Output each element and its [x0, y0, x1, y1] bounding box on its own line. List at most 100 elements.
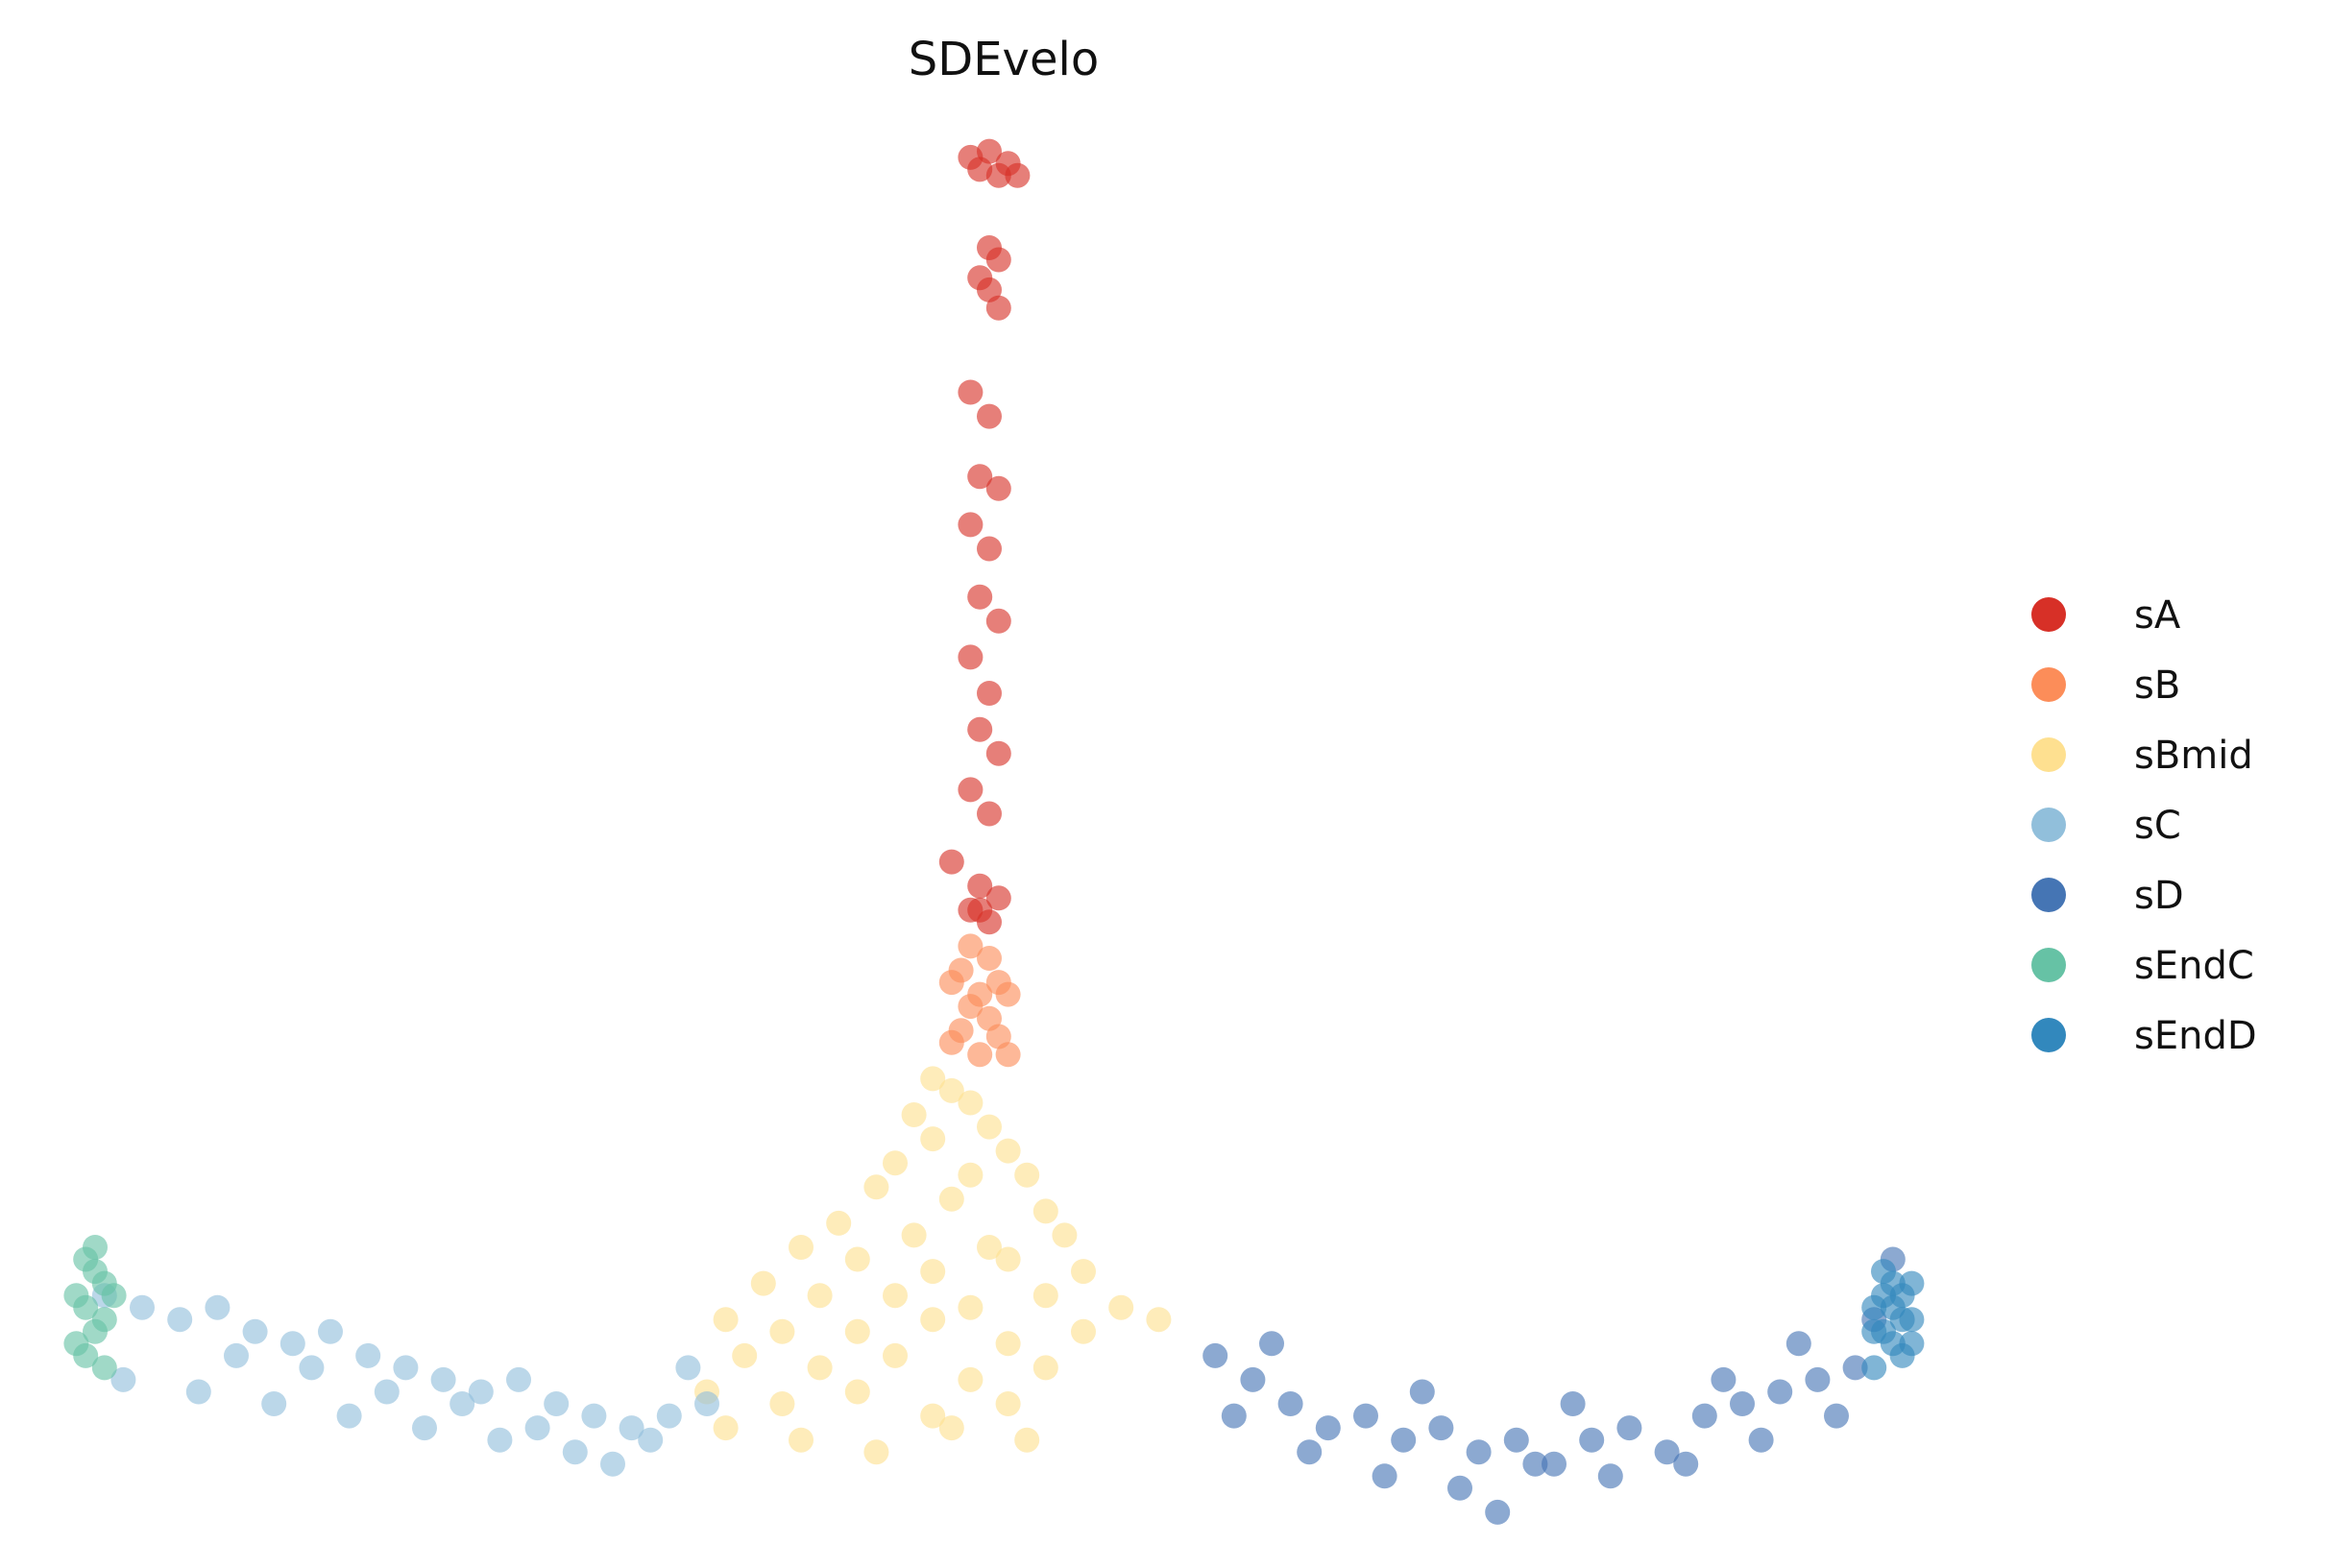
point-sBmid-17 — [789, 1235, 814, 1260]
point-sA-18 — [985, 608, 1011, 634]
point-sC-2 — [167, 1307, 193, 1333]
point-sBmid-47 — [863, 1439, 889, 1465]
point-sBmid-33 — [1071, 1318, 1096, 1344]
point-sC-28 — [524, 1415, 550, 1441]
point-sBmid-7 — [883, 1150, 908, 1176]
point-sD-21 — [1447, 1475, 1472, 1501]
point-sD-9 — [1542, 1451, 1567, 1477]
point-sA-15 — [958, 512, 984, 538]
point-sC-3 — [205, 1294, 231, 1320]
point-sBmid-34 — [1146, 1307, 1172, 1333]
legend-marker-sD — [2031, 878, 2066, 912]
legend-marker-sEndC — [2031, 948, 2066, 982]
point-sD-22 — [1522, 1451, 1548, 1477]
point-sC-21 — [487, 1427, 513, 1453]
point-sD-34 — [1485, 1499, 1511, 1525]
point-sBmid-24 — [883, 1283, 908, 1309]
point-sBmid-20 — [995, 1246, 1021, 1272]
legend-label-sEndD: sEndD — [2134, 1014, 2257, 1058]
point-sC-8 — [393, 1355, 419, 1381]
point-sA-27 — [985, 885, 1011, 911]
point-sA-4 — [958, 144, 984, 170]
point-sBmid-37 — [883, 1342, 908, 1368]
point-sD-0 — [1202, 1342, 1228, 1368]
point-sEndC-9 — [91, 1355, 117, 1381]
point-sBmid-13 — [826, 1210, 852, 1236]
point-sC-6 — [318, 1318, 343, 1344]
point-sC-16 — [110, 1366, 136, 1392]
point-sD-5 — [1391, 1427, 1417, 1453]
point-sB-13 — [995, 1042, 1021, 1068]
point-sD-16 — [1805, 1366, 1831, 1392]
point-sBmid-36 — [807, 1355, 833, 1381]
legend-label-sC: sC — [2134, 804, 2181, 848]
legend-label-sB: sB — [2134, 663, 2180, 708]
point-sD-30 — [1711, 1366, 1737, 1392]
point-sA-20 — [977, 681, 1002, 706]
point-sA-11 — [958, 379, 984, 405]
point-sBmid-42 — [844, 1379, 870, 1405]
point-sA-24 — [977, 801, 1002, 827]
point-sBmid-12 — [1032, 1198, 1058, 1224]
point-sA-25 — [938, 849, 964, 875]
point-sBmid-39 — [1032, 1355, 1058, 1381]
point-sC-10 — [468, 1379, 494, 1405]
point-sD-18 — [1221, 1403, 1247, 1429]
point-sBmid-0 — [920, 1066, 946, 1092]
point-sBmid-32 — [995, 1331, 1021, 1357]
point-sB-5 — [938, 970, 964, 996]
point-sA-26 — [967, 873, 993, 899]
point-sD-25 — [1748, 1427, 1774, 1453]
chart-title: SDEvelo — [909, 33, 1099, 86]
point-sD-1 — [1240, 1366, 1266, 1392]
point-sBmid-4 — [977, 1114, 1002, 1140]
point-sC-5 — [279, 1331, 305, 1357]
point-sBmid-48 — [938, 1415, 964, 1441]
point-sBmid-41 — [769, 1391, 795, 1416]
point-sBmid-29 — [769, 1318, 795, 1344]
point-sA-14 — [985, 475, 1011, 501]
legend-label-sD: sD — [2134, 874, 2184, 918]
point-sBmid-19 — [920, 1259, 946, 1285]
point-sD-6 — [1428, 1415, 1454, 1441]
point-sA-12 — [977, 403, 1002, 429]
point-sC-27 — [449, 1391, 475, 1416]
point-sBmid-16 — [1052, 1222, 1078, 1248]
point-sD-4 — [1353, 1403, 1378, 1429]
point-sBmid-31 — [920, 1307, 946, 1333]
point-sBmid-14 — [901, 1222, 927, 1248]
point-sD-26 — [1824, 1403, 1849, 1429]
point-sD-27 — [1259, 1331, 1284, 1357]
point-sC-23 — [638, 1427, 664, 1453]
point-sBmid-2 — [958, 1090, 984, 1116]
point-sBmid-11 — [938, 1186, 964, 1212]
point-sBmid-25 — [958, 1294, 984, 1320]
point-sC-22 — [562, 1439, 588, 1465]
legend-label-sEndC: sEndC — [2134, 944, 2254, 988]
point-sBmid-44 — [995, 1391, 1021, 1416]
point-sBmid-23 — [807, 1283, 833, 1309]
point-sC-18 — [261, 1391, 287, 1416]
point-sC-30 — [675, 1355, 701, 1381]
point-sC-11 — [506, 1366, 531, 1392]
point-sB-1 — [977, 946, 1002, 971]
point-sEndD-12 — [1889, 1307, 1915, 1333]
point-sEndC-4 — [73, 1294, 99, 1320]
point-sA-3 — [985, 162, 1011, 188]
point-sD-17 — [1842, 1355, 1868, 1381]
legend-label-sA: sA — [2134, 593, 2181, 638]
point-sD-23 — [1597, 1463, 1623, 1489]
point-sC-19 — [336, 1403, 362, 1429]
point-sC-4 — [242, 1318, 268, 1344]
point-sEndC-11 — [101, 1283, 127, 1309]
point-sBmid-6 — [995, 1138, 1021, 1164]
point-sD-29 — [1560, 1391, 1586, 1416]
point-sEndD-9 — [1899, 1270, 1925, 1296]
point-sB-11 — [967, 1042, 993, 1068]
point-sBmid-5 — [920, 1126, 946, 1152]
point-sBmid-26 — [1032, 1283, 1058, 1309]
point-sC-12 — [544, 1391, 570, 1416]
point-sA-23 — [958, 777, 984, 803]
point-sC-20 — [412, 1415, 437, 1441]
point-sA-19 — [958, 644, 984, 670]
